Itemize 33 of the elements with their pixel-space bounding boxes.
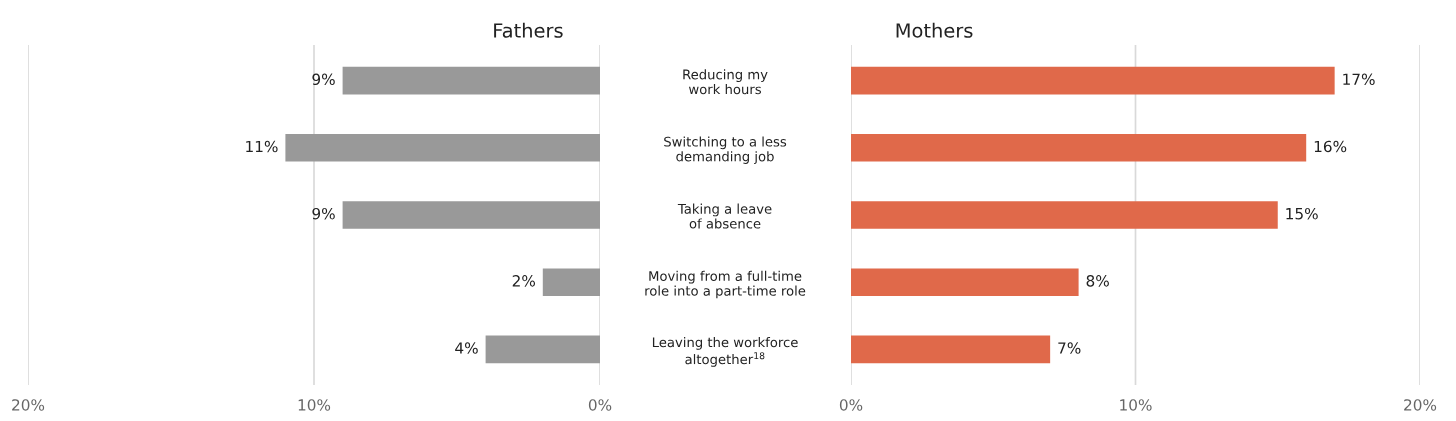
bar [285,134,600,162]
y-tick-label: Switching to a less demanding job [664,136,787,164]
bar [851,201,1278,229]
y-tick-label: Leaving the workforce altogether$^{18}$ [652,337,798,367]
y-tick-label: Reducing my work hours [683,69,768,95]
bar [851,66,1335,95]
data-label: 16% [1314,140,1347,153]
x-tick-label: 10% [298,399,331,411]
y-tick-label: Taking a leave of absence [677,203,772,229]
data-label: 7% [1058,342,1081,354]
data-label: 11% [246,140,278,153]
data-label: 17% [1343,73,1375,86]
y-tick-label: Moving from a full-time role into a part-time role [645,270,806,299]
bar [851,335,1051,364]
data-label: 4% [455,342,478,354]
chart-title: Fathers [494,22,563,38]
bar [342,201,600,229]
data-label: 2% [512,275,536,287]
x-tick-label: 0% [588,399,612,411]
bar [485,335,600,364]
x-tick-label: 0% [839,399,863,411]
bar [342,66,600,95]
x-tick-label: 20% [12,399,45,411]
x-tick-label: 20% [1404,399,1437,411]
bar [542,268,600,296]
bar [851,134,1307,162]
data-label: 9% [312,73,335,86]
data-label: 15% [1286,207,1318,220]
chart-title: Mothers [896,22,973,38]
x-tick-label: 10% [1120,399,1152,411]
bar [851,268,1079,296]
data-label: 9% [312,207,335,220]
data-label: 8% [1086,275,1109,287]
